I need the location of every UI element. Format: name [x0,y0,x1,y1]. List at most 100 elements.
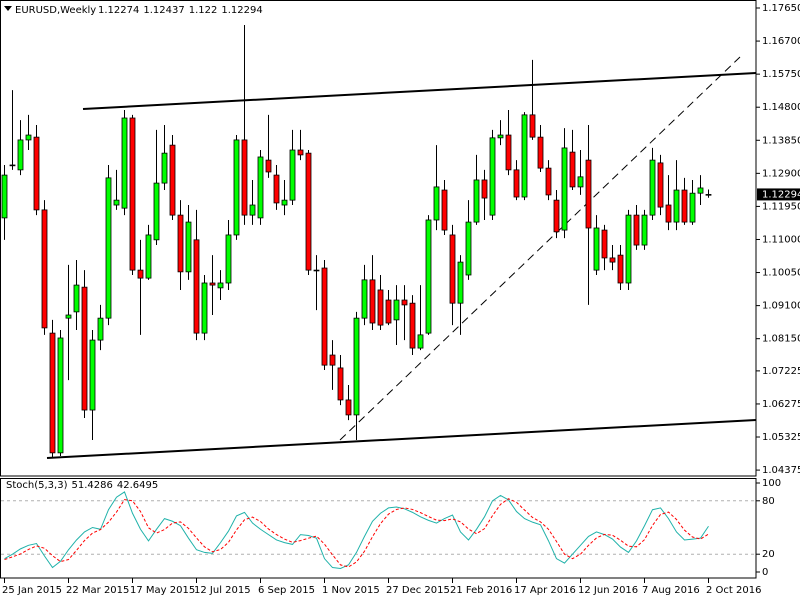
y-tick-label: 1.12900 [762,168,800,179]
candle-body [337,367,344,401]
stoch-line [4,498,709,568]
candle-body [585,159,592,229]
stoch-line [4,491,709,569]
candle-body [65,314,72,319]
candle-body [1,174,8,219]
y-tick-label: 1.14800 [762,102,800,113]
candle-body [169,144,176,216]
candle-body [81,286,88,411]
candle-body [473,179,480,223]
candle-body [321,267,328,366]
y-tick-label: 20 [762,549,775,560]
candle-body [121,117,128,209]
candle-body [617,254,624,284]
candle-body [273,174,280,204]
candle-body [569,151,576,188]
y-tick-label: 1.17650 [762,3,800,14]
stoch-panel-frame [0,478,757,579]
stoch-value: 51.4286 [71,480,112,491]
candle-body [505,134,512,171]
x-tick-label: 17 Apr 2016 [514,585,576,596]
candle-body [513,169,520,198]
x-tick-label: 17 May 2015 [130,585,195,596]
candle-body [265,159,272,173]
candle-body [689,192,696,223]
candle-body [329,354,336,366]
candle-body [129,117,136,271]
x-tick-label: 2 Oct 2016 [706,585,761,596]
candle-body [145,234,152,279]
candle-body [385,299,392,324]
candle-body [33,136,40,211]
candle-body [633,214,640,246]
candle-body [697,187,704,194]
y-tick-label: 1.09100 [762,301,800,312]
candle-body [41,209,48,329]
candle-body [681,189,688,223]
candle-body [105,177,112,319]
header-open: 1.12274 [98,5,139,16]
candle-body [465,221,472,276]
candle-body [49,332,56,454]
candle-body [529,114,536,138]
candle-body [185,221,192,273]
candle-body [201,282,208,334]
price-label: 1.12294 [762,189,800,200]
main-panel-frame [0,0,757,477]
candle-body [361,279,368,319]
candle-body [457,261,464,304]
candle-body [417,334,424,349]
candle-body [409,302,416,349]
candle-body [521,114,528,198]
candle-body [193,239,200,334]
candles [1,25,712,459]
stoch-title: Stoch(5,3,3) [6,480,68,491]
candle-body [257,156,264,219]
candle-body [209,282,216,286]
candle-body [225,234,232,284]
dashed-trendline [339,56,741,441]
symbol-title: EURUSD,Weekly [15,5,96,16]
candle-body [497,134,504,139]
x-tick-label: 6 Sep 2015 [258,585,315,596]
candle-body [657,162,664,208]
candle-body [313,269,320,272]
candle-body [289,149,296,201]
candle-body [649,159,656,216]
candle-body [377,289,384,326]
candle-body [489,137,496,216]
candle-body [113,199,120,206]
candle-body [593,227,600,271]
candle-body [297,149,304,156]
candle-body [641,214,648,246]
y-tick-label: 1.11000 [762,234,800,245]
upper-channel-line [82,72,756,110]
header-low: 1.122 [189,5,218,16]
candle-body [217,282,224,289]
y-tick-label: 1.16700 [762,36,800,47]
y-tick-label: 1.10050 [762,268,800,279]
candle-body [97,317,104,341]
candle-body [89,339,96,411]
candle-body [481,179,488,199]
trendlines [46,56,756,459]
price-label-bg [757,188,800,201]
candle-body [177,214,184,273]
candle-body [609,257,616,263]
y-tick-label: 1.08150 [762,334,800,345]
y-tick-label: 1.05325 [762,432,800,443]
candle-body [577,176,584,188]
candle-body [73,284,80,313]
candle-body [345,399,352,416]
y-tick-label: 80 [762,496,775,507]
candle-body [281,199,288,206]
x-tick-label: 7 Aug 2016 [642,585,700,596]
candle-body [305,152,312,271]
header-high: 1.12437 [143,5,184,16]
candle-body [601,229,608,259]
candle-body [153,182,160,241]
candle-body [553,199,560,233]
candle-body [369,279,376,324]
candle-body [241,139,248,216]
y-tick-label: 1.04375 [762,465,800,476]
